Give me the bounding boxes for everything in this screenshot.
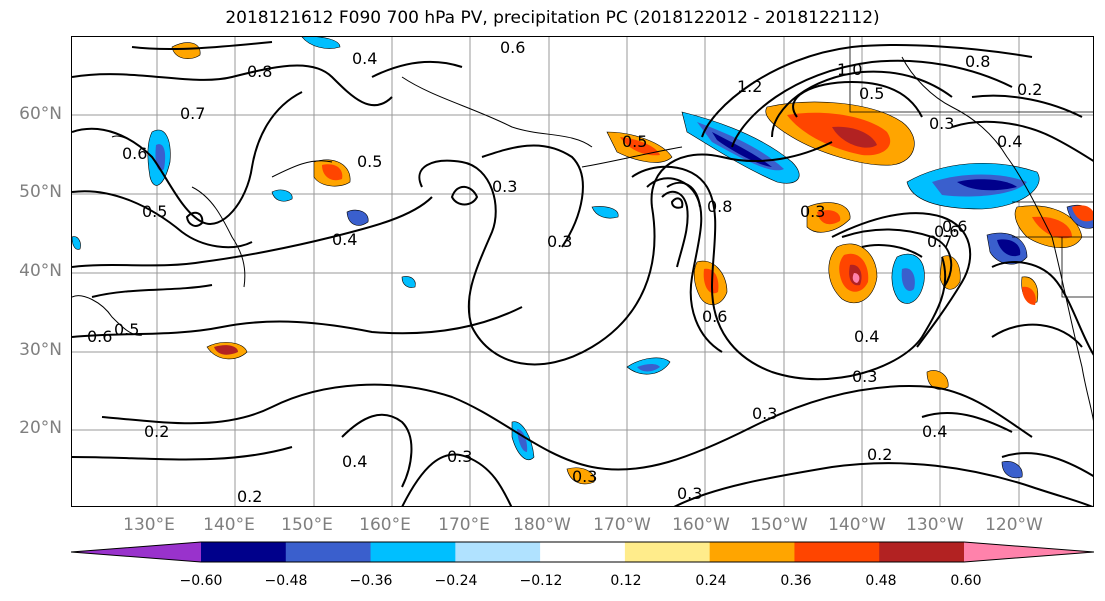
map-canvas: 0.6 0.4 0.8 0.7 0.6 0.5 0.5 0.4 0.3 0.3 … [72, 37, 1093, 506]
contour-label: 0.3 [929, 114, 954, 133]
contour-label: 0.3 [852, 367, 877, 386]
contour-label: 0.3 [492, 177, 517, 196]
colorbar-segment [370, 542, 456, 562]
contour-label: 0.6 [702, 307, 727, 326]
lon-label-160w: 160°W [672, 515, 730, 535]
colorbar-tick-label: 0.48 [865, 573, 897, 589]
contour-label: 0.6 [122, 144, 147, 163]
lat-label-30n: 30°N [19, 340, 62, 360]
colorbar-tick-label: −0.12 [519, 573, 563, 589]
colorbar-tick-label: 0.36 [780, 573, 812, 589]
contour-label: 1.2 [737, 77, 762, 96]
contour-label: 0.2 [144, 422, 169, 441]
contour-label: 0.6 [87, 327, 112, 346]
colorbar-tick-label: −0.24 [434, 573, 478, 589]
colorbar-segments [71, 542, 1094, 562]
contour-label: 0.4 [332, 230, 357, 249]
contour-label: 0.2 [1017, 80, 1042, 99]
colorbar-segment [709, 542, 795, 562]
contour-label: 0.8 [247, 62, 272, 81]
lon-label-130w: 130°W [906, 515, 964, 535]
contour-label: 0.5 [114, 320, 139, 339]
contour-label: 0.5 [622, 132, 647, 151]
lat-label-60n: 60°N [19, 104, 62, 124]
contour-label: 0.4 [854, 327, 879, 346]
contour-label: 0.3 [572, 467, 597, 486]
contour-label: 0.8 [965, 52, 990, 71]
contour-labels: 0.6 0.4 0.8 0.7 0.6 0.5 0.5 0.4 0.3 0.3 … [87, 38, 1042, 506]
colorbar-segment [794, 542, 880, 562]
lat-label-50n: 50°N [19, 182, 62, 202]
lon-label-120w: 120°W [985, 515, 1043, 535]
colorbar-segment [285, 542, 372, 562]
contour-label: 0.2 [867, 445, 892, 464]
lon-label-170w: 170°W [593, 515, 651, 535]
contour-label: 0.3 [800, 202, 825, 221]
colorbar-tick-label: 0.24 [695, 573, 727, 589]
colorbar-segment [540, 542, 626, 562]
contour-label: 0.3 [677, 484, 702, 503]
lon-label-160e: 160°E [359, 515, 411, 535]
colorbar-tick-label: 0.60 [950, 573, 982, 589]
lon-label-150w: 150°W [750, 515, 808, 535]
contour-label: 1.0 [837, 60, 862, 79]
colorbar-segment [201, 542, 287, 562]
contour-label: 0.5 [859, 84, 884, 103]
contour-label: 0.7 [180, 104, 205, 123]
lon-label-140e: 140°E [203, 515, 255, 535]
contour-label: 0.7 [927, 232, 952, 251]
contour-label: 0.4 [352, 49, 377, 68]
colorbar-tick-label: −0.48 [264, 573, 308, 589]
pv-contours [72, 41, 1093, 506]
colorbar-tick-label: −0.60 [179, 573, 223, 589]
contour-label: 0.6 [942, 217, 967, 236]
lon-label-140w: 140°W [828, 515, 886, 535]
colorbar-extend-low [71, 542, 201, 562]
contour-label: 0.2 [237, 487, 262, 506]
colorbar-tick-label: −0.36 [349, 573, 393, 589]
contour-label: 0.3 [547, 232, 572, 251]
contour-label: 0.4 [997, 132, 1022, 151]
lon-label-150e: 150°E [281, 515, 333, 535]
colorbar-segment [879, 542, 965, 562]
lat-label-40n: 40°N [19, 261, 62, 281]
contour-label: 0.4 [342, 452, 367, 471]
lat-label-20n: 20°N [19, 418, 62, 438]
colorbar [71, 541, 1094, 563]
colorbar-extend-high [964, 542, 1094, 562]
contour-label: 0.5 [357, 152, 382, 171]
contour-label: 0.8 [707, 197, 732, 216]
coastlines [72, 37, 1093, 422]
lon-label-180w: 180°W [513, 515, 571, 535]
colorbar-segment [455, 542, 541, 562]
lon-label-130e: 130°E [123, 515, 175, 535]
contour-label: 0.6 [500, 38, 525, 57]
map-panel: 0.6 0.4 0.8 0.7 0.6 0.5 0.5 0.4 0.3 0.3 … [71, 36, 1094, 507]
precip-shading [72, 37, 1093, 485]
colorbar-segment [624, 542, 711, 562]
contour-label: 0.6 [934, 222, 959, 241]
contour-label: 0.4 [922, 422, 947, 441]
colorbar-tick-label: 0.12 [610, 573, 642, 589]
contour-label: 0.5 [142, 202, 167, 221]
lon-label-170e: 170°E [438, 515, 490, 535]
contour-label: 0.3 [447, 447, 472, 466]
contour-label: 0.3 [752, 404, 777, 423]
plot-title: 2018121612 F090 700 hPa PV, precipitatio… [225, 8, 880, 28]
